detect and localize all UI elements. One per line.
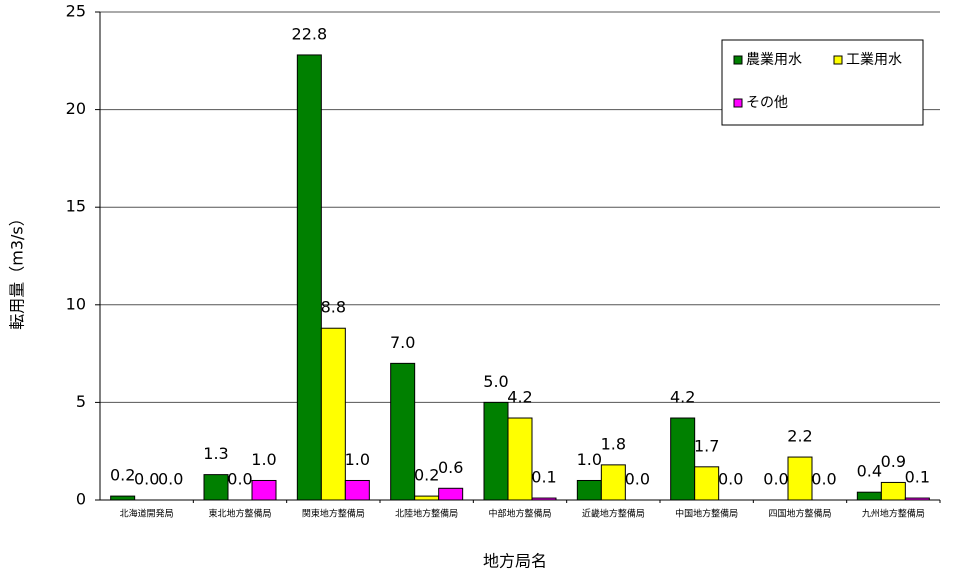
x-tick-label: 九州地方整備局 [862, 508, 925, 520]
bar [670, 417, 696, 501]
bar [251, 479, 277, 501]
y-tick-label: 10 [66, 294, 86, 313]
legend-swatch [733, 98, 743, 108]
y-tick-label: 25 [66, 2, 86, 21]
bar [507, 417, 533, 501]
value-label: 0.0 [811, 470, 836, 489]
x-tick-label: 関東地方整備局 [302, 508, 365, 520]
value-label: 1.0 [345, 450, 370, 469]
bar [880, 481, 906, 501]
legend-label: 農業用水 [746, 52, 802, 68]
bar [438, 487, 464, 501]
bar [694, 466, 720, 501]
value-label: 1.0 [577, 450, 602, 469]
bar [344, 479, 370, 501]
bar [600, 464, 626, 501]
value-label: 1.3 [203, 444, 228, 463]
value-label: 0.0 [158, 470, 183, 489]
x-axis-label: 地方局名 [483, 552, 547, 571]
bar [203, 474, 229, 501]
value-label: 0.0 [625, 470, 650, 489]
value-label: 0.0 [763, 470, 788, 489]
x-tick-label: 四国地方整備局 [768, 508, 831, 520]
value-label: 1.0 [251, 450, 276, 469]
y-tick-label: 5 [76, 392, 86, 411]
legend-label: 工業用水 [846, 52, 902, 68]
x-tick-label: 東北地方整備局 [208, 508, 271, 520]
value-label: 0.2 [110, 466, 135, 485]
value-label: 5.0 [483, 372, 508, 391]
bar [856, 491, 882, 501]
value-label: 0.0 [227, 470, 252, 489]
value-label: 8.8 [321, 298, 346, 317]
value-label: 7.0 [390, 333, 415, 352]
y-tick-label: 15 [66, 197, 86, 216]
y-tick-label: 20 [66, 99, 86, 118]
value-label: 0.0 [718, 470, 743, 489]
bar [787, 456, 813, 501]
value-label: 0.4 [857, 462, 882, 481]
value-label: 0.0 [134, 470, 159, 489]
value-label: 4.2 [507, 388, 532, 407]
y-tick-label: 0 [76, 490, 86, 509]
value-label: 1.8 [601, 434, 626, 453]
value-label: 0.2 [414, 466, 439, 485]
bar [320, 327, 346, 501]
y-axis-label: 転用量（m3/s） [8, 210, 27, 330]
value-label: 22.8 [292, 24, 328, 43]
value-label: 0.1 [905, 468, 930, 487]
bar [110, 495, 136, 501]
legend-swatch [833, 55, 843, 65]
legend-box [721, 39, 924, 126]
legend-swatch [733, 55, 743, 65]
bar [483, 401, 509, 501]
bar [390, 362, 416, 501]
x-tick-label: 北陸地方整備局 [395, 508, 458, 520]
legend-label: その他 [746, 95, 788, 111]
x-tick-label: 近畿地方整備局 [582, 508, 645, 520]
x-tick-label: 北海道開発局 [120, 508, 174, 520]
x-tick-label: 中部地方整備局 [488, 508, 551, 520]
value-label: 0.6 [438, 458, 463, 477]
bar [576, 479, 602, 501]
value-label: 1.7 [694, 436, 719, 455]
bar [296, 54, 322, 501]
bar [414, 495, 440, 501]
value-label: 2.2 [787, 427, 812, 446]
value-label: 0.9 [881, 452, 906, 471]
x-tick-label: 中国地方整備局 [675, 508, 738, 520]
value-label: 0.1 [531, 468, 556, 487]
value-label: 4.2 [670, 388, 695, 407]
